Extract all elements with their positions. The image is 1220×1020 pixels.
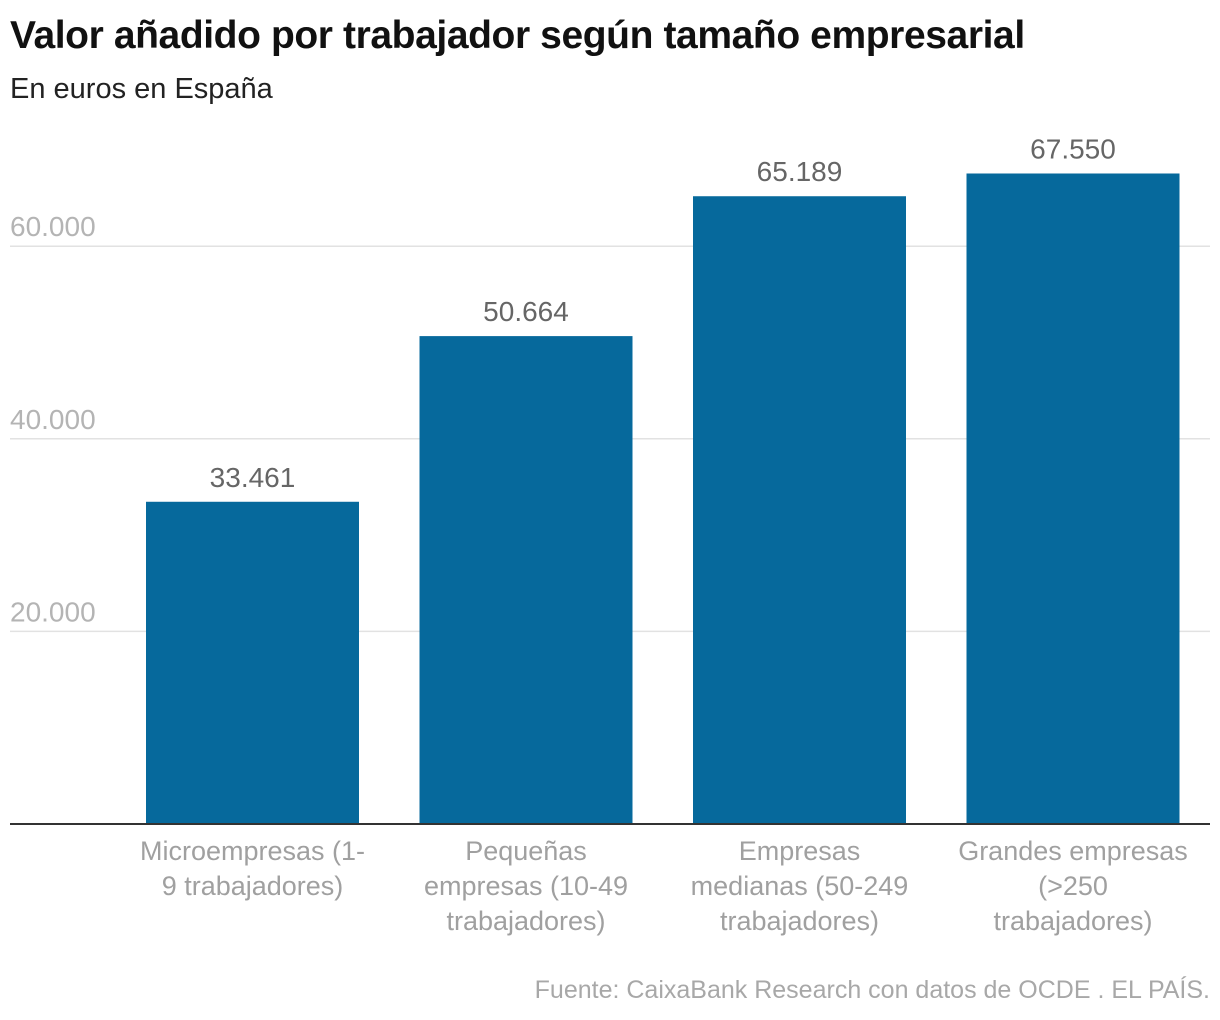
- y-tick-label: 20.000: [10, 596, 96, 627]
- x-category-label: Grandes empresas: [958, 836, 1188, 866]
- bar-value-label: 67.550: [1030, 133, 1116, 164]
- x-category-label: 9 trabajadores): [162, 871, 344, 901]
- source-note: Fuente: CaixaBank Research con datos de …: [534, 976, 1210, 1004]
- bar-value-label: 33.461: [210, 462, 296, 493]
- x-category-label: trabajadores): [720, 906, 879, 936]
- chart-title: Valor añadido por trabajador según tamañ…: [10, 14, 1025, 57]
- chart-subtitle: En euros en España: [10, 73, 273, 105]
- x-category-label: empresas (10-49: [424, 871, 628, 901]
- x-category-label: Empresas: [739, 836, 861, 866]
- bar: [419, 336, 633, 824]
- bar-value-label: 65.189: [757, 156, 843, 187]
- bar: [693, 196, 906, 825]
- x-category-label: trabajadores): [446, 906, 605, 936]
- x-category-label: Microempresas (1-: [140, 836, 365, 866]
- bar-value-label: 50.664: [483, 296, 569, 327]
- x-category-label: medianas (50-249: [691, 871, 909, 901]
- y-tick-label: 40.000: [10, 404, 96, 435]
- y-tick-label: 60.000: [10, 211, 96, 242]
- x-category-label: (>250: [1038, 871, 1108, 901]
- bar: [966, 173, 1180, 824]
- x-category-label: Pequeñas: [465, 836, 587, 866]
- x-category-label: trabajadores): [993, 906, 1152, 936]
- bar: [146, 501, 359, 824]
